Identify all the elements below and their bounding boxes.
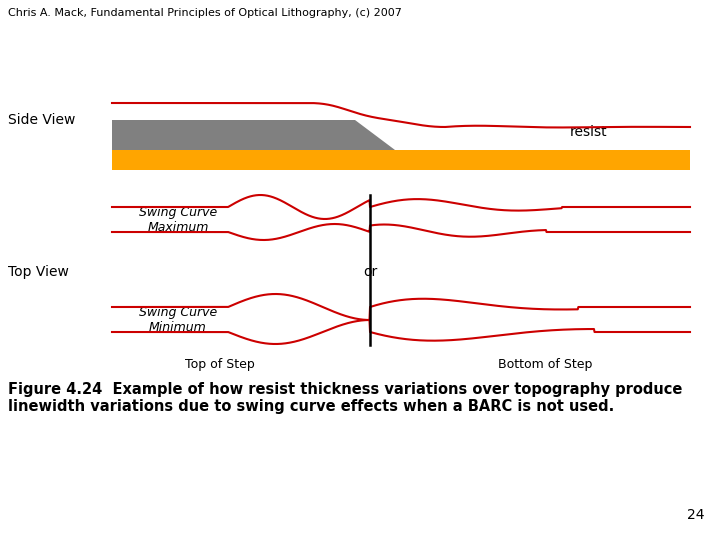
Polygon shape — [112, 120, 395, 150]
Text: 24: 24 — [688, 508, 705, 522]
Text: Top View: Top View — [8, 265, 69, 279]
Text: Side View: Side View — [8, 113, 76, 127]
Text: Swing Curve
Minimum: Swing Curve Minimum — [139, 306, 217, 334]
Text: resist: resist — [570, 125, 608, 139]
Text: Swing Curve
Maximum: Swing Curve Maximum — [139, 206, 217, 234]
Text: Figure 4.24  Example of how resist thickness variations over topography produce
: Figure 4.24 Example of how resist thickn… — [8, 382, 683, 414]
Text: Top of Step: Top of Step — [185, 358, 255, 371]
Text: or: or — [363, 265, 377, 279]
Text: Chris A. Mack, Fundamental Principles of Optical Lithography, (c) 2007: Chris A. Mack, Fundamental Principles of… — [8, 8, 402, 18]
Bar — [112, 150, 690, 170]
Text: Bottom of Step: Bottom of Step — [498, 358, 592, 371]
